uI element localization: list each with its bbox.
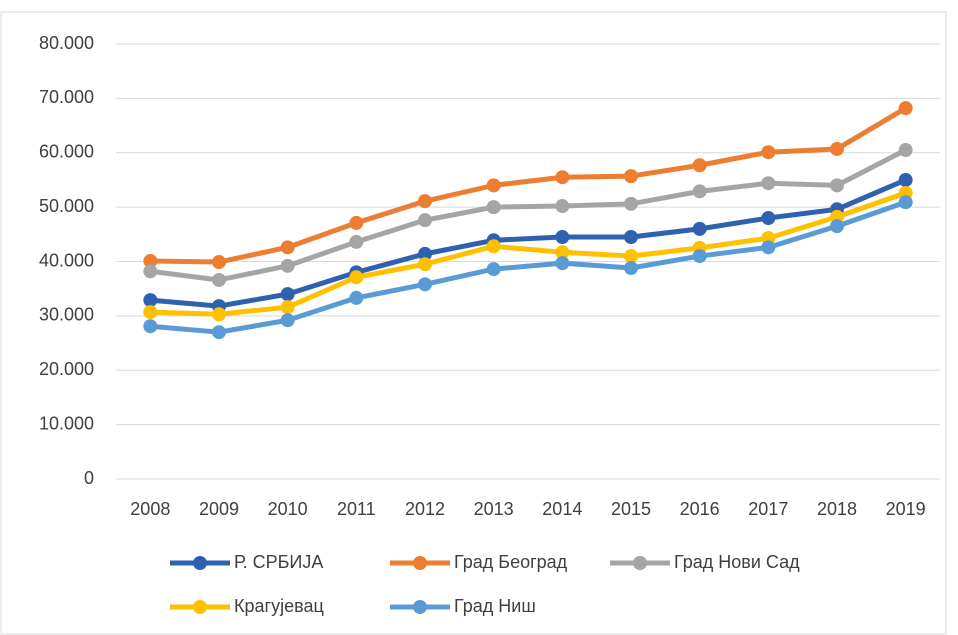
series-marker [280,240,295,255]
series-marker [898,143,913,158]
series-marker [349,270,364,285]
series-marker [143,305,158,320]
series-marker [418,213,432,228]
legend-marker [413,600,427,614]
series-marker [761,211,776,225]
series-line [150,106,907,265]
series-marker [212,272,226,287]
series-marker [486,239,501,254]
series-marker [555,230,570,245]
x-tick-label: 2013 [474,499,514,519]
series-marker [280,258,295,273]
series-marker [212,255,226,270]
series-marker [486,178,501,193]
x-tick-label: 2012 [405,499,445,519]
x-tick-label: 2010 [268,499,308,519]
x-tick-label: 2019 [886,499,926,519]
y-tick-label: 20.000 [39,359,94,379]
x-tick-label: 2016 [680,499,720,519]
series-marker [761,145,776,160]
series-line [150,177,907,309]
series-marker [692,221,707,236]
series-marker [349,234,364,249]
series-marker [555,170,570,185]
chart-frame [0,11,947,635]
y-tick-label: 50.000 [39,196,94,216]
x-tick-label: 2011 [337,499,376,519]
series-marker [280,300,295,315]
series-marker [349,215,364,230]
series-marker [830,141,844,156]
series-marker [418,277,432,292]
series-marker [143,264,158,279]
series-marker [486,200,501,215]
series-marker [212,325,226,340]
legend-marker [633,556,647,570]
y-tick-label: 80.000 [39,33,94,53]
series-marker [624,261,638,276]
x-tick-label: 2014 [542,499,582,519]
series-line [150,147,907,283]
y-tick-label: 60.000 [39,142,94,162]
y-tick-label: 10.000 [39,413,94,433]
series-marker [143,319,158,334]
series-marker [624,230,638,245]
legend-marker [193,600,207,614]
series-marker [761,240,776,255]
legend-label: Р. СРБИЈА [234,552,323,572]
y-tick-label: 30.000 [39,305,94,325]
series-marker [555,199,570,214]
series-marker [143,253,158,268]
series-marker [624,169,638,184]
series-marker [555,245,570,260]
series-marker [830,219,844,234]
series-marker [143,293,158,308]
series-marker [761,176,776,191]
legend-label: Град Ниш [454,596,536,616]
legend-label: Град Београд [454,552,568,572]
series-marker [624,249,638,264]
series-marker [280,287,295,302]
x-tick-label: 2017 [748,499,788,519]
series-marker [418,194,432,209]
legend-label: Град Нови Сад [674,552,800,572]
series-marker [349,290,364,305]
x-tick-label: 2015 [611,499,651,519]
series-marker [486,262,501,277]
x-tick-label: 2009 [199,499,239,519]
series-marker [624,196,638,211]
series-marker [418,257,432,272]
series-marker [692,158,707,173]
y-tick-label: 70.000 [39,87,94,107]
series-marker [692,184,707,199]
series-marker [555,256,570,271]
series-marker [898,172,913,187]
series-marker [418,246,432,261]
legend-marker [193,556,207,570]
legend-label: Крагујевац [234,596,324,616]
series-marker [898,101,913,116]
legend-marker [413,556,427,570]
series-marker [898,195,913,210]
series-line [150,199,907,335]
x-tick-label: 2018 [817,499,857,519]
y-tick-label: 0 [84,468,94,488]
series-marker [692,249,707,264]
series-marker [280,313,295,328]
y-tick-label: 40.000 [39,250,94,270]
series-marker [212,307,226,322]
x-tick-label: 2008 [130,499,170,519]
series-line [150,190,907,317]
series-marker [830,178,844,193]
